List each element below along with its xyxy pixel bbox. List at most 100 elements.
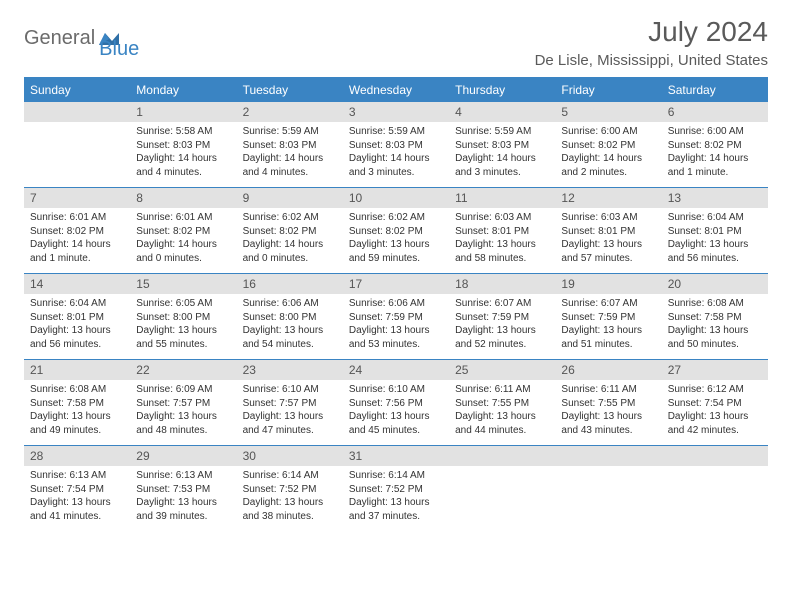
- sunset-text: Sunset: 8:01 PM: [668, 225, 762, 239]
- day-details: Sunrise: 5:58 AMSunset: 8:03 PMDaylight:…: [130, 122, 236, 187]
- day-cell-number: 22: [130, 360, 236, 381]
- sunset-text: Sunset: 8:01 PM: [455, 225, 549, 239]
- day-number: 21: [24, 360, 130, 380]
- day-details: [662, 466, 768, 524]
- day-cell-body: Sunrise: 6:14 AMSunset: 7:52 PMDaylight:…: [237, 466, 343, 531]
- day1-text: Daylight: 13 hours: [30, 324, 124, 338]
- weekday-header: Sunday: [24, 78, 130, 102]
- sunrise-text: Sunrise: 6:12 AM: [668, 383, 762, 397]
- weekday-header: Saturday: [662, 78, 768, 102]
- day1-text: Daylight: 13 hours: [455, 238, 549, 252]
- day-number: 18: [449, 274, 555, 294]
- day-cell-body: Sunrise: 5:59 AMSunset: 8:03 PMDaylight:…: [237, 122, 343, 188]
- day1-text: Daylight: 13 hours: [455, 410, 549, 424]
- day-details: [449, 466, 555, 524]
- day-cell-body: Sunrise: 6:06 AMSunset: 7:59 PMDaylight:…: [343, 294, 449, 360]
- sunset-text: Sunset: 7:54 PM: [30, 483, 124, 497]
- sunset-text: Sunset: 8:02 PM: [30, 225, 124, 239]
- day2-text: and 55 minutes.: [136, 338, 230, 352]
- day1-text: Daylight: 14 hours: [243, 238, 337, 252]
- sunset-text: Sunset: 8:01 PM: [561, 225, 655, 239]
- sunset-text: Sunset: 8:00 PM: [136, 311, 230, 325]
- day1-text: Daylight: 13 hours: [455, 324, 549, 338]
- title-block: July 2024 De Lisle, Mississippi, United …: [535, 16, 768, 69]
- sunrise-text: Sunrise: 6:08 AM: [668, 297, 762, 311]
- sunrise-text: Sunrise: 5:59 AM: [243, 125, 337, 139]
- sunset-text: Sunset: 8:01 PM: [30, 311, 124, 325]
- sunrise-text: Sunrise: 6:11 AM: [455, 383, 549, 397]
- weekday-header-row: Sunday Monday Tuesday Wednesday Thursday…: [24, 78, 768, 102]
- day-details: Sunrise: 5:59 AMSunset: 8:03 PMDaylight:…: [237, 122, 343, 187]
- day-details: Sunrise: 6:13 AMSunset: 7:53 PMDaylight:…: [130, 466, 236, 531]
- sunrise-text: Sunrise: 6:11 AM: [561, 383, 655, 397]
- sunrise-text: Sunrise: 6:01 AM: [136, 211, 230, 225]
- day-details: Sunrise: 6:03 AMSunset: 8:01 PMDaylight:…: [555, 208, 661, 273]
- day1-text: Daylight: 13 hours: [243, 410, 337, 424]
- sunrise-text: Sunrise: 6:00 AM: [668, 125, 762, 139]
- day1-text: Daylight: 13 hours: [349, 410, 443, 424]
- day-cell-number: 13: [662, 188, 768, 209]
- day-cell-number: 16: [237, 274, 343, 295]
- day-cell-body: [662, 466, 768, 531]
- day2-text: and 44 minutes.: [455, 424, 549, 438]
- day-number: 10: [343, 188, 449, 208]
- day1-text: Daylight: 13 hours: [136, 324, 230, 338]
- day-details: Sunrise: 6:12 AMSunset: 7:54 PMDaylight:…: [662, 380, 768, 445]
- day2-text: and 4 minutes.: [243, 166, 337, 180]
- day-cell-number: 4: [449, 102, 555, 123]
- day-cell-body: Sunrise: 6:13 AMSunset: 7:53 PMDaylight:…: [130, 466, 236, 531]
- weekday-header: Thursday: [449, 78, 555, 102]
- day-cell-number: 27: [662, 360, 768, 381]
- daynum-row: 28293031: [24, 446, 768, 467]
- weekday-header: Tuesday: [237, 78, 343, 102]
- day-details: Sunrise: 6:03 AMSunset: 8:01 PMDaylight:…: [449, 208, 555, 273]
- day1-text: Daylight: 13 hours: [136, 410, 230, 424]
- sunrise-text: Sunrise: 6:08 AM: [30, 383, 124, 397]
- day1-text: Daylight: 14 hours: [30, 238, 124, 252]
- day-cell-number: 28: [24, 446, 130, 467]
- sunrise-text: Sunrise: 6:10 AM: [349, 383, 443, 397]
- day-details: Sunrise: 6:14 AMSunset: 7:52 PMDaylight:…: [237, 466, 343, 531]
- day-details: Sunrise: 6:05 AMSunset: 8:00 PMDaylight:…: [130, 294, 236, 359]
- day1-text: Daylight: 13 hours: [30, 410, 124, 424]
- day-cell-body: Sunrise: 6:11 AMSunset: 7:55 PMDaylight:…: [449, 380, 555, 446]
- sunset-text: Sunset: 7:52 PM: [349, 483, 443, 497]
- sunrise-text: Sunrise: 6:03 AM: [455, 211, 549, 225]
- sunrise-text: Sunrise: 6:13 AM: [136, 469, 230, 483]
- day-details: Sunrise: 6:07 AMSunset: 7:59 PMDaylight:…: [555, 294, 661, 359]
- sunset-text: Sunset: 8:03 PM: [349, 139, 443, 153]
- day2-text: and 58 minutes.: [455, 252, 549, 266]
- day-number: 8: [130, 188, 236, 208]
- day2-text: and 1 minute.: [30, 252, 124, 266]
- day2-text: and 56 minutes.: [30, 338, 124, 352]
- day-details: Sunrise: 6:07 AMSunset: 7:59 PMDaylight:…: [449, 294, 555, 359]
- day-details: Sunrise: 6:10 AMSunset: 7:57 PMDaylight:…: [237, 380, 343, 445]
- day-cell-body: Sunrise: 6:08 AMSunset: 7:58 PMDaylight:…: [24, 380, 130, 446]
- day-cell-body: Sunrise: 6:00 AMSunset: 8:02 PMDaylight:…: [662, 122, 768, 188]
- day-cell-number: 10: [343, 188, 449, 209]
- day2-text: and 3 minutes.: [349, 166, 443, 180]
- day-cell-body: Sunrise: 6:03 AMSunset: 8:01 PMDaylight:…: [449, 208, 555, 274]
- day-number: [24, 102, 130, 108]
- day-cell-number: 9: [237, 188, 343, 209]
- day-cell-body: Sunrise: 6:07 AMSunset: 7:59 PMDaylight:…: [449, 294, 555, 360]
- day1-text: Daylight: 13 hours: [243, 496, 337, 510]
- day-number: 13: [662, 188, 768, 208]
- logo: General Blue: [24, 16, 139, 61]
- day1-text: Daylight: 13 hours: [349, 496, 443, 510]
- sunset-text: Sunset: 7:59 PM: [455, 311, 549, 325]
- day-details: Sunrise: 6:06 AMSunset: 8:00 PMDaylight:…: [237, 294, 343, 359]
- content-row: Sunrise: 6:04 AMSunset: 8:01 PMDaylight:…: [24, 294, 768, 360]
- day-details: Sunrise: 6:00 AMSunset: 8:02 PMDaylight:…: [662, 122, 768, 187]
- day2-text: and 45 minutes.: [349, 424, 443, 438]
- calendar-table: Sunday Monday Tuesday Wednesday Thursday…: [24, 77, 768, 531]
- day-cell-body: Sunrise: 6:09 AMSunset: 7:57 PMDaylight:…: [130, 380, 236, 446]
- sunset-text: Sunset: 8:03 PM: [455, 139, 549, 153]
- day-cell-number: 14: [24, 274, 130, 295]
- day-cell-body: Sunrise: 6:05 AMSunset: 8:00 PMDaylight:…: [130, 294, 236, 360]
- day-details: Sunrise: 6:01 AMSunset: 8:02 PMDaylight:…: [130, 208, 236, 273]
- day1-text: Daylight: 14 hours: [455, 152, 549, 166]
- day-number: 1: [130, 102, 236, 122]
- day-cell-body: Sunrise: 6:13 AMSunset: 7:54 PMDaylight:…: [24, 466, 130, 531]
- day-number: 15: [130, 274, 236, 294]
